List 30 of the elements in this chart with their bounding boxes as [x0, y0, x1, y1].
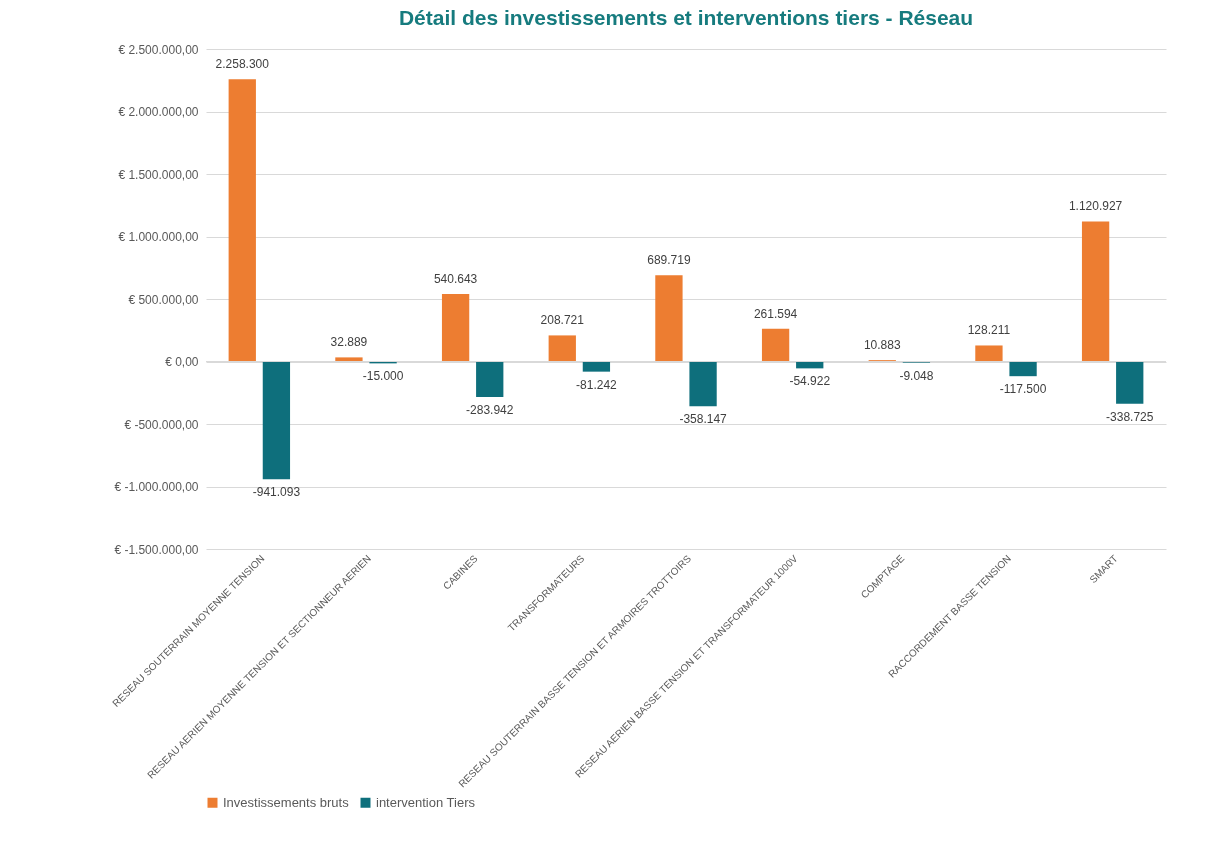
data-label: 32.889 — [330, 335, 368, 350]
y-tick-label: € 0,00 — [165, 355, 199, 369]
y-tick-label: € 1.500.000,00 — [118, 167, 199, 182]
data-label: 2.258.300 — [215, 57, 270, 72]
data-label: 208.721 — [540, 313, 585, 328]
data-label: -15.000 — [362, 369, 404, 384]
data-label: -81.242 — [576, 377, 618, 392]
data-label: -54.922 — [789, 374, 831, 389]
data-label: 10.883 — [863, 338, 901, 353]
y-tick-label: € -1.000.000,00 — [114, 480, 199, 494]
y-tick-label: € 1.000.000,00 — [118, 230, 199, 244]
legend-label: intervention Tiers — [376, 794, 476, 810]
legend-label: Investissements bruts — [223, 794, 350, 810]
data-label: -9.048 — [899, 368, 934, 383]
y-tick-label: € -500.000,00 — [124, 417, 199, 432]
data-label: -338.725 — [1106, 409, 1154, 424]
data-label: 261.594 — [753, 306, 798, 321]
data-label: 689.719 — [647, 253, 691, 268]
y-tick-label: € -1.500.000,00 — [114, 542, 199, 557]
y-tick-label: € 2.500.000,00 — [118, 42, 199, 57]
chart-title: Détail des investissements et interventions tiers - Réseau — [398, 6, 974, 29]
data-label: -358.147 — [679, 412, 728, 427]
data-label: -941.093 — [252, 485, 301, 500]
data-label: -283.942 — [466, 402, 514, 417]
y-tick-label: € 2.000.000,00 — [118, 105, 199, 119]
y-tick-label: € 500.000,00 — [128, 292, 199, 307]
data-label: 540.643 — [433, 271, 478, 286]
data-label: 1.120.927 — [1068, 199, 1123, 214]
data-label: -117.500 — [999, 382, 1047, 397]
data-label: 128.211 — [967, 323, 1011, 338]
